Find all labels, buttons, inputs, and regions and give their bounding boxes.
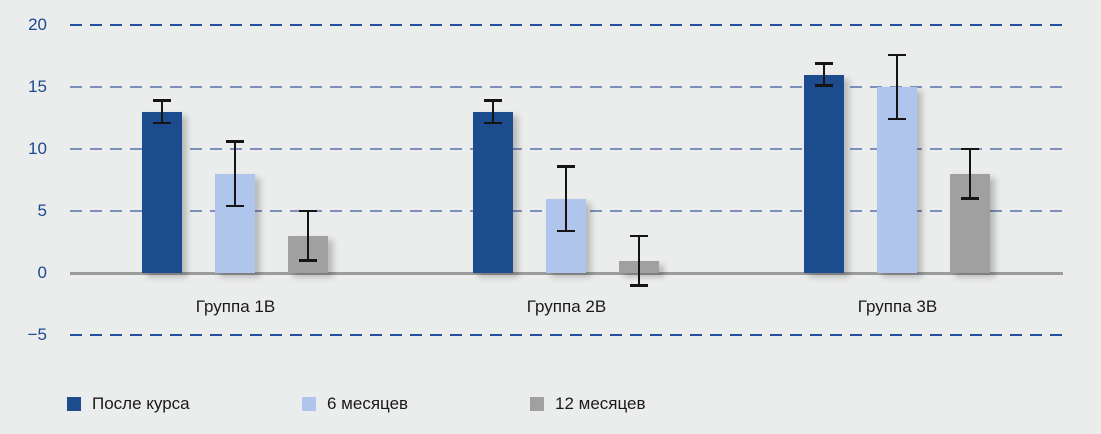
error-bar-line (968, 147, 971, 200)
error-bar (484, 99, 502, 125)
category-label: Группа 3В (857, 297, 938, 316)
error-bar-line (233, 140, 236, 208)
error-bar-line (822, 62, 825, 87)
error-bar-cap-top (484, 99, 502, 102)
error-bar-line (306, 209, 309, 262)
legend-label: После курса (92, 394, 190, 413)
legend-label: 6 месяцев (327, 394, 409, 413)
error-bar (815, 62, 833, 87)
error-bar-line (637, 234, 640, 287)
y-tick-label: 10 (28, 139, 47, 158)
legend-item-6-months: 6 месяцев (302, 394, 408, 414)
error-bar (557, 165, 575, 233)
error-bar-cap-top (557, 165, 575, 168)
x-axis-zero-line (70, 271, 1063, 275)
error-bar-cap-top (226, 140, 244, 143)
error-bar-cap-bottom (153, 121, 171, 125)
error-bar (153, 99, 171, 125)
error-bar-cap-top (299, 209, 317, 213)
category-label: Группа 1В (195, 297, 276, 316)
error-bar-cap-bottom (815, 84, 833, 87)
error-bar-cap-top (888, 53, 906, 57)
bar-После курса-Группа 1В (142, 111, 182, 273)
error-bar-cap-bottom (888, 117, 906, 121)
error-bar-line (491, 99, 494, 125)
gridline-15 (70, 86, 1063, 88)
legend-label: 12 месяцев (555, 394, 646, 413)
error-bar-cap-top (961, 147, 979, 151)
error-bar (299, 209, 317, 262)
y-tick-label: 15 (28, 77, 47, 96)
legend-swatch-after-course (67, 397, 81, 411)
y-tick-label: 0 (37, 263, 47, 282)
error-bar (226, 140, 244, 208)
bar-После курса-Группа 2В (473, 111, 513, 273)
error-bar (888, 53, 906, 121)
error-bar (961, 147, 979, 200)
error-bar-line (895, 53, 898, 121)
error-bar (630, 234, 648, 287)
bar-После курса-Группа 3В (804, 74, 844, 273)
gridline--5 (70, 334, 1063, 336)
gridline-20 (70, 24, 1063, 26)
error-bar-line (160, 99, 163, 125)
category-label: Группа 2В (526, 297, 607, 316)
gridline-10 (70, 148, 1063, 150)
error-bar-cap-bottom (630, 284, 648, 287)
error-bar-cap-bottom (299, 259, 317, 262)
error-bar-cap-bottom (557, 229, 575, 233)
y-tick-label: 5 (37, 201, 47, 220)
legend-swatch-6-months (302, 397, 316, 411)
y-tick-label: 20 (28, 15, 47, 34)
legend-item-after-course: После курса (67, 394, 190, 414)
error-bar-cap-top (630, 234, 648, 238)
error-bar-cap-top (815, 62, 833, 65)
error-bar-line (564, 165, 567, 233)
legend-swatch-12-months (530, 397, 544, 411)
legend-item-12-months: 12 месяцев (530, 394, 646, 414)
plot-area: Группа 1В Группа 2В Группа 3В (70, 24, 1063, 336)
error-bar-cap-top (153, 99, 171, 102)
error-bar-cap-bottom (484, 121, 502, 125)
error-bar-cap-bottom (226, 204, 244, 208)
y-tick-label: −5 (27, 325, 47, 344)
error-bar-cap-bottom (961, 197, 979, 200)
